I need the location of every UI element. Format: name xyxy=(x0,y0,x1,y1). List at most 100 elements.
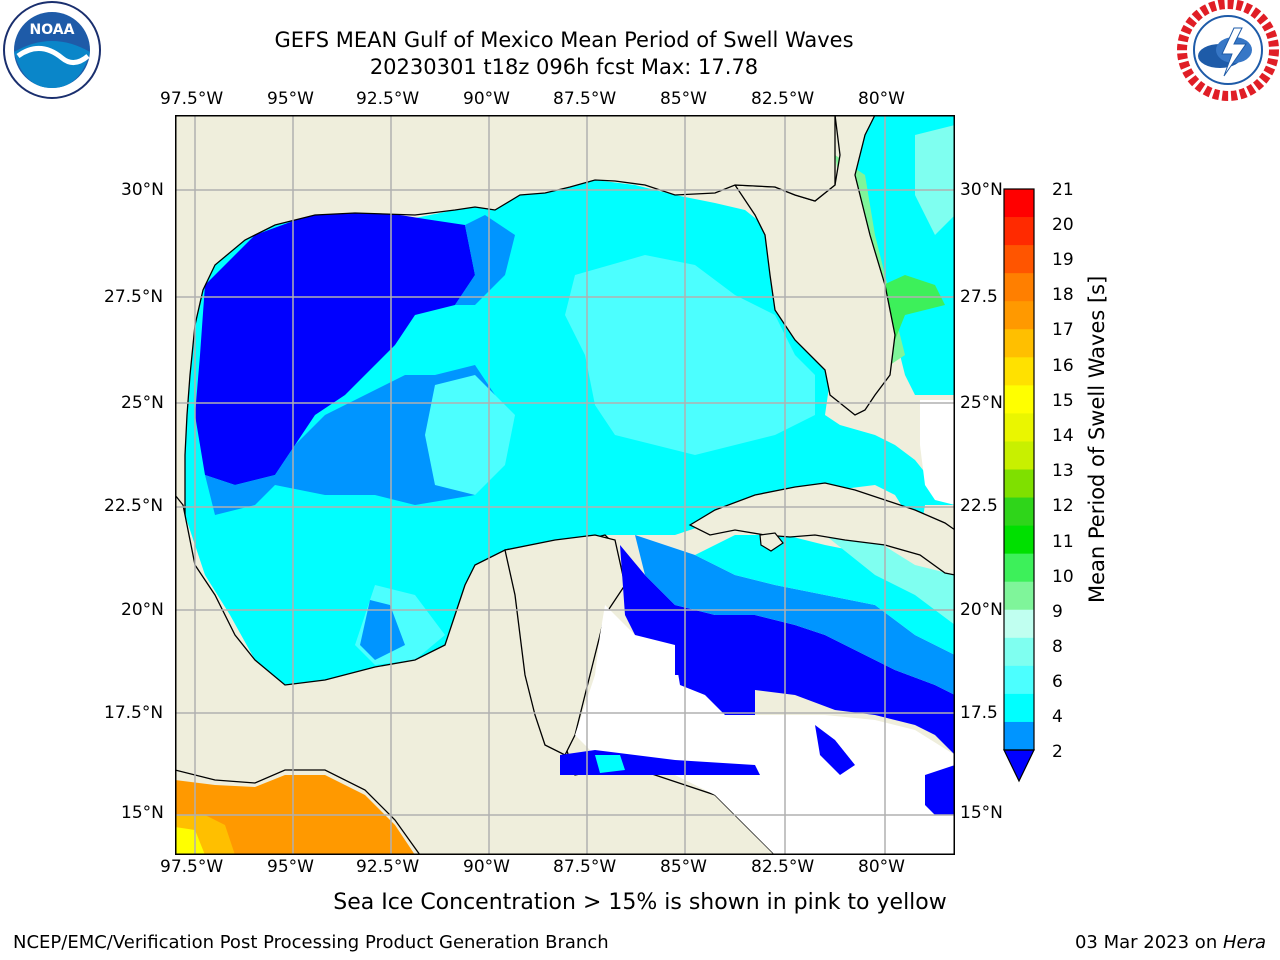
lon-label-top: 95°W xyxy=(267,89,314,109)
colorbar-tick: 4 xyxy=(1052,707,1063,727)
footer-date: 03 Mar 2023 on Hera xyxy=(1074,932,1266,953)
sea-ice-note: Sea Ice Concentration > 15% is shown in … xyxy=(333,890,947,915)
colorbar-segment xyxy=(1004,721,1034,751)
lon-label-top: 90°W xyxy=(463,89,510,109)
caribbean-no-data xyxy=(575,605,955,855)
colorbar-tick: 2 xyxy=(1052,742,1063,762)
footer-host: Hera xyxy=(1222,932,1266,953)
lon-label-bottom: 82.5°W xyxy=(751,857,815,877)
colorbar-segment xyxy=(1004,581,1034,611)
colorbar-label: Mean Period of Swell Waves [s] xyxy=(1085,275,1109,603)
lat-label-left: 20°N xyxy=(121,600,164,620)
colorbar-segment xyxy=(1004,637,1034,667)
colorbar-segment xyxy=(1004,497,1034,527)
colorbar-segment xyxy=(1004,273,1034,302)
lat-label-left: 17.5°N xyxy=(104,703,164,723)
colorbar-tick: 11 xyxy=(1052,532,1074,552)
southwest-gulf-mid-period-2 xyxy=(360,600,405,660)
lon-label-top: 80°W xyxy=(858,89,905,109)
lat-label-right: 22.5 xyxy=(960,496,998,516)
colorbar-segment xyxy=(1004,525,1034,555)
colorbar-segment xyxy=(1004,329,1034,358)
colorbar-tick: 19 xyxy=(1052,250,1074,270)
map-frame xyxy=(175,115,955,855)
colorbar-segment xyxy=(1004,441,1034,470)
colorbar-tick: 20 xyxy=(1052,215,1074,235)
isla-de-la-juventud xyxy=(759,532,784,552)
colorbar-tick: 18 xyxy=(1052,285,1074,305)
colorbar-tick: 13 xyxy=(1052,461,1074,481)
colorbar-tick: 17 xyxy=(1052,320,1074,340)
colorbar-tick: 10 xyxy=(1052,567,1074,587)
lat-label-right: 17.5 xyxy=(960,703,998,723)
lon-label-bottom: 92.5°W xyxy=(356,857,420,877)
colorbar xyxy=(1003,188,1035,783)
colorbar-segment xyxy=(1004,413,1034,442)
lat-label-right: 20°N xyxy=(960,600,1003,620)
colorbar-tick: 21 xyxy=(1052,180,1074,200)
colorbar-segment xyxy=(1004,301,1034,330)
colorbar-segment xyxy=(1004,385,1034,414)
lat-label-right: 30°N xyxy=(960,180,1003,200)
lon-label-bottom: 87.5°W xyxy=(553,857,617,877)
colorbar-tick: 9 xyxy=(1052,602,1063,622)
caribbean-no-data-patch-2 xyxy=(815,725,855,775)
map-gridlines xyxy=(175,115,955,855)
colorbar-tick: 8 xyxy=(1052,637,1063,657)
colorbar-extend-arrow xyxy=(1003,749,1035,783)
lon-label-bottom: 97.5°W xyxy=(160,857,224,877)
lon-label-top: 82.5°W xyxy=(751,89,815,109)
caribbean-blue-tail xyxy=(925,765,955,815)
map-subtitle: 20230301 t18z 096h fcst Max: 17.78 xyxy=(369,55,759,79)
eastern-gulf-mid-period xyxy=(565,255,815,455)
lon-label-top: 97.5°W xyxy=(160,89,224,109)
colorbar-segment xyxy=(1004,553,1034,583)
footer-credit: NCEP/EMC/Verification Post Processing Pr… xyxy=(13,932,609,953)
colorbar-tick: 12 xyxy=(1052,496,1074,516)
lon-label-top: 92.5°W xyxy=(356,89,420,109)
caribbean-mid-blue xyxy=(635,535,955,695)
florida-straits-no-data xyxy=(920,400,955,505)
lon-label-bottom: 95°W xyxy=(267,857,314,877)
western-gulf-short-period xyxy=(195,211,475,485)
colorbar-tick: 16 xyxy=(1052,356,1074,376)
lat-label-left: 27.5°N xyxy=(104,287,164,307)
caribbean-light-cyan xyxy=(825,535,955,625)
pacific-longest-period xyxy=(175,827,205,855)
national-weather-service-logo xyxy=(1177,0,1279,101)
colorbar-segment xyxy=(1004,245,1034,274)
colorbar-segment xyxy=(1004,357,1034,386)
colorbar-segment xyxy=(1004,469,1034,499)
us-gulf-coast-land xyxy=(175,115,836,586)
colorbar-tick: 6 xyxy=(1052,672,1063,692)
lat-label-left: 30°N xyxy=(121,180,164,200)
colorbar-segment xyxy=(1004,665,1034,695)
honduras-coast-light xyxy=(595,755,625,773)
lon-label-bottom: 85°W xyxy=(660,857,707,877)
colorbar-segment xyxy=(1004,189,1034,218)
svg-text:NOAA: NOAA xyxy=(30,22,75,38)
atlantic-light xyxy=(915,125,955,235)
colorbar-segment xyxy=(1004,609,1034,639)
lat-label-left: 15°N xyxy=(121,803,164,823)
central-gulf-light-cyan xyxy=(425,375,515,495)
colorbar-tick: 14 xyxy=(1052,426,1074,446)
caribbean-no-data-patch xyxy=(675,655,755,715)
colorbar-segment xyxy=(1004,693,1034,723)
map-title: GEFS MEAN Gulf of Mexico Mean Period of … xyxy=(274,28,854,52)
noaa-logo: NOAA xyxy=(3,1,101,99)
lon-label-top: 87.5°W xyxy=(553,89,617,109)
lat-label-right: 27.5 xyxy=(960,287,998,307)
lon-label-bottom: 90°W xyxy=(463,857,510,877)
lat-label-right: 15°N xyxy=(960,803,1003,823)
colorbar-segment xyxy=(1004,217,1034,246)
central-gulf-mid-period xyxy=(455,215,515,305)
lat-label-right: 25°N xyxy=(960,393,1003,413)
lon-label-top: 85°W xyxy=(660,89,707,109)
lon-label-bottom: 80°W xyxy=(858,857,905,877)
lat-label-left: 22.5°N xyxy=(104,496,164,516)
gulf-of-mexico-map xyxy=(175,115,955,855)
colorbar-tick: 15 xyxy=(1052,391,1074,411)
caribbean-dark-blue xyxy=(620,545,955,755)
lat-label-left: 25°N xyxy=(121,393,164,413)
